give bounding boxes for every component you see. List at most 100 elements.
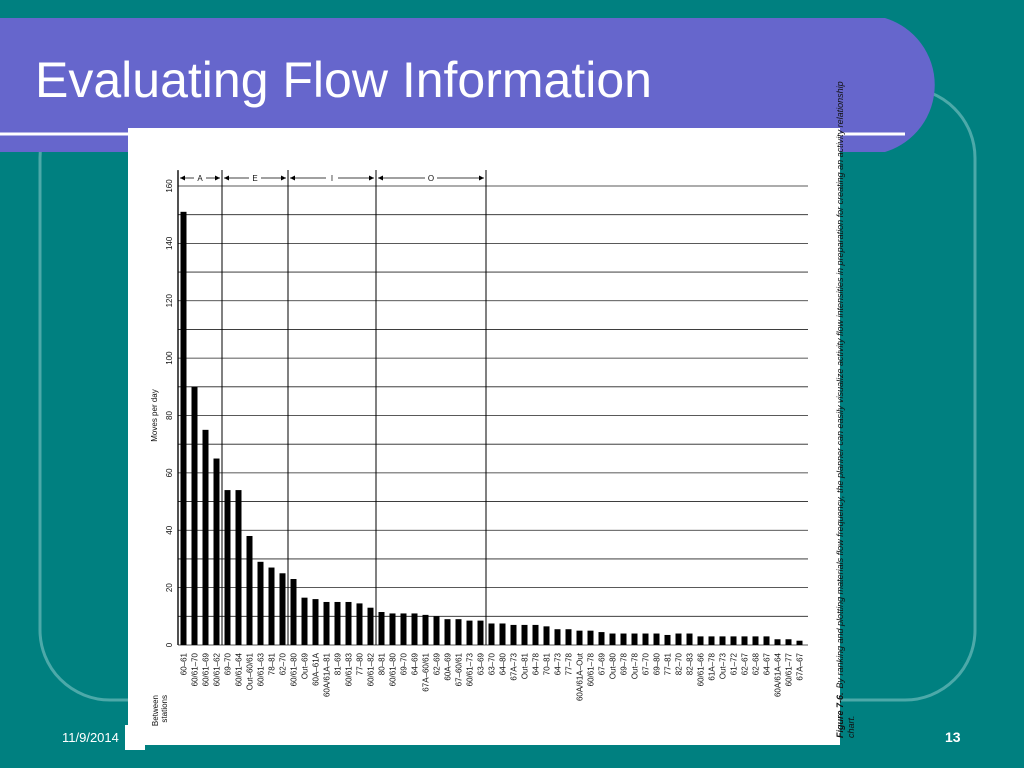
bar (235, 490, 242, 645)
y-tick-label: 120 (165, 294, 174, 308)
bar (697, 636, 704, 645)
x-tick-label: 60A/61A–Out (576, 652, 585, 701)
x-tick-label: 60/61–83 (345, 652, 354, 686)
x-tick-label: 81–69 (334, 652, 343, 675)
x-tick-label: 67–70 (642, 652, 651, 675)
zone-label: O (428, 174, 434, 183)
x-tick-label: Out–73 (719, 652, 728, 679)
x-tick-label: 60/61–77 (785, 652, 794, 686)
x-tick-label: 60/61–82 (367, 652, 376, 686)
bar (422, 614, 429, 645)
x-tick-label: 60A–69 (444, 652, 453, 680)
x-tick-label: 64–78 (532, 652, 541, 675)
x-tick-label: 60/61–64 (235, 652, 244, 686)
zone-label-bg (194, 172, 206, 184)
page-number: 13 (945, 729, 961, 745)
bar (521, 624, 528, 645)
x-tick-label: Out–78 (631, 652, 640, 679)
bar (444, 619, 451, 645)
x-tick-label: 78–81 (268, 652, 277, 675)
x-tick-label: 69–70 (224, 652, 233, 675)
bar (499, 623, 506, 645)
bar (774, 639, 781, 645)
bar (631, 633, 638, 645)
bar (785, 639, 792, 645)
bar (510, 624, 517, 645)
zone-label: E (252, 174, 257, 183)
x-tick-label: 67A–73 (510, 652, 519, 680)
bar (279, 573, 286, 645)
figure-edge (125, 725, 145, 750)
x-tick-label: 70–81 (543, 652, 552, 675)
caption: Figure 7-6. By ranking and plotting mater… (835, 79, 856, 738)
bar (741, 636, 748, 645)
bar (565, 629, 572, 645)
slide-title: Evaluating Flow Information (35, 52, 652, 108)
x-axis-title-line: stations (160, 695, 169, 723)
bar (213, 458, 220, 645)
x-tick-label: 82–70 (675, 652, 684, 675)
y-tick-label: 40 (165, 525, 174, 534)
bar (246, 535, 253, 645)
x-tick-label: 60/61–66 (697, 652, 706, 686)
zone-label-bg (326, 172, 338, 184)
bar (455, 619, 462, 645)
x-tick-label: 62–68 (752, 652, 761, 675)
bar (477, 620, 484, 645)
x-tick-label: 60A/61A–81 (323, 652, 332, 697)
bar (554, 629, 561, 645)
bar (532, 624, 539, 645)
x-tick-label: 77–78 (565, 652, 574, 675)
x-tick-label: 60/61–70 (191, 652, 200, 686)
bar (257, 561, 264, 645)
bar (378, 612, 385, 645)
x-tick-label: 60/61–73 (466, 652, 475, 686)
x-tick-label: 60/61–80 (290, 652, 299, 686)
bar (202, 429, 209, 645)
bar (334, 601, 341, 645)
zone-label: A (197, 174, 203, 183)
x-tick-label: 60/61–62 (213, 652, 222, 686)
x-tick-label: 60/61–78 (587, 652, 596, 686)
bar (389, 613, 396, 645)
y-tick-label: 80 (165, 411, 174, 420)
bar (312, 599, 319, 645)
x-tick-label: Out–80 (609, 652, 618, 679)
bar (598, 632, 605, 645)
y-tick-label: 0 (165, 642, 174, 647)
x-tick-label: 62–67 (741, 652, 750, 675)
bar (664, 634, 671, 645)
x-tick-label: 63–69 (477, 652, 486, 675)
bar (796, 640, 803, 645)
bar (466, 620, 473, 645)
bar (620, 633, 627, 645)
bar (576, 630, 583, 645)
caption-text-cont: chart. (846, 715, 856, 738)
x-tick-label: 77–80 (356, 652, 365, 675)
bar (345, 601, 352, 645)
bar (763, 636, 770, 645)
bar (268, 567, 275, 645)
y-tick-label: 160 (165, 179, 174, 193)
x-tick-label: 67A–67 (796, 652, 805, 680)
zone-label-bg (425, 172, 437, 184)
bar (290, 579, 297, 645)
y-tick-label: 20 (165, 583, 174, 592)
bar (752, 636, 759, 645)
date: 11/9/2014 (62, 730, 119, 745)
x-tick-label: 67–60/61 (455, 652, 464, 686)
x-tick-label: 60A–61A (312, 652, 321, 686)
y-tick-label: 60 (165, 468, 174, 477)
x-tick-label: Out–69 (301, 652, 310, 679)
x-tick-label: 69–78 (620, 652, 629, 675)
zone-label: I (331, 174, 333, 183)
bar (356, 603, 363, 645)
x-tick-label: 60/61–63 (257, 652, 266, 686)
bar (543, 626, 550, 645)
bar (587, 630, 594, 645)
x-tick-label: 69–80 (653, 652, 662, 675)
x-tick-label: 63–70 (488, 652, 497, 675)
x-tick-label: 80–81 (378, 652, 387, 675)
bar (411, 613, 418, 645)
bar (609, 633, 616, 645)
